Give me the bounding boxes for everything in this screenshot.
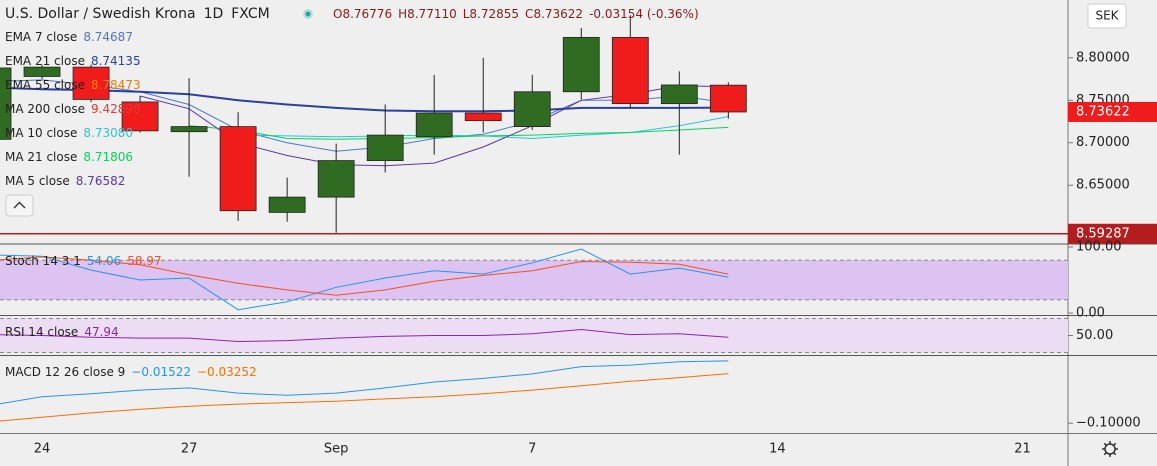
indicator-line [0, 86, 729, 113]
legend-entry: EMA 21 close 8.74135 [5, 54, 141, 68]
y-tick-label: −0.10000 [1076, 416, 1141, 431]
x-tick-label: 24 [34, 442, 51, 457]
indicator-line [189, 125, 729, 140]
price-label: 8.73622 [1076, 104, 1130, 119]
candle-body [23, 66, 61, 77]
source: FXCM [231, 6, 269, 22]
ohlc-value: 8.76776 [342, 7, 392, 21]
legend-name: EMA 21 close [5, 54, 85, 68]
legend-entry: MA 200 close 9.42898 [5, 102, 141, 116]
ohlc-value: 8.73622 [533, 7, 583, 21]
legend-value: 58.97 [127, 254, 161, 268]
indicator-line [0, 328, 729, 343]
legend-entry: RSI 14 close 47.94 [5, 325, 119, 339]
candle-body [611, 36, 649, 105]
x-tick-label: Sep [324, 442, 349, 457]
legend-value: 8.73080 [83, 126, 133, 140]
legend-value: 8.71806 [83, 150, 133, 164]
x-tick-label: 7 [528, 442, 536, 457]
y-tick-label: 8.65000 [1076, 178, 1130, 193]
price-label-box [1068, 223, 1157, 244]
indicator-line [0, 360, 729, 405]
labels: U.S. Dollar / Swedish Krona 1D FXCM O8.767… [5, 3, 1157, 457]
change: -0.03154 (-0.36%) [589, 7, 699, 21]
legend-entry: EMA 55 close 8.78473 [5, 78, 141, 92]
legend-value: 9.42898 [91, 102, 141, 116]
legend-name: RSI 14 close [5, 325, 78, 339]
candle-body [660, 84, 698, 105]
collapse-icon[interactable] [13, 201, 26, 209]
candle-body [709, 84, 747, 113]
y-tick-label: 50.00 [1076, 328, 1113, 343]
legend-value: 8.74135 [91, 54, 141, 68]
indicator-line [0, 79, 729, 152]
candle-body [0, 67, 12, 140]
candle-body [317, 160, 355, 198]
candle-body [366, 134, 404, 161]
settings-icon[interactable] [1102, 441, 1118, 457]
x-tick-label: 27 [181, 442, 198, 457]
y-tick-label: 100.00 [1076, 239, 1122, 254]
price-label: 8.59287 [1076, 226, 1130, 241]
ohlc-letter: L [463, 7, 470, 21]
legend-entry: MA 5 close 8.76582 [5, 174, 125, 188]
legend-value: 8.74687 [83, 30, 133, 44]
legend-name: MA 21 close [5, 150, 77, 164]
ohlc-letter: O [333, 7, 342, 21]
legend-name: EMA 55 close [5, 78, 85, 92]
legend-name: MA 10 close [5, 126, 77, 140]
status-dot [305, 11, 311, 17]
x-tick-label: 14 [769, 442, 786, 457]
candle-body [513, 91, 551, 127]
candle-body [121, 101, 159, 132]
interval: 1D [204, 6, 224, 22]
legend-name: MA 5 close [5, 174, 70, 188]
legend-value: 54.06 [87, 254, 121, 268]
indicator-line [0, 373, 729, 422]
legend-entry: Stoch 14 3 1 54.06 58.97 [5, 254, 162, 268]
candle-body [464, 112, 502, 122]
legend-value: −0.03252 [197, 365, 257, 379]
price-label-box [1068, 101, 1157, 122]
candle-body [562, 36, 600, 93]
y-tick-label: 8.70000 [1076, 135, 1130, 150]
candle-body [72, 66, 110, 100]
candle-body [415, 112, 453, 138]
legend-value: 47.94 [84, 325, 118, 339]
indicator-line [0, 256, 729, 296]
legend-entry: MACD 12 26 close 9 −0.01522 −0.03252 [5, 365, 257, 379]
ohlc-letter: C [525, 7, 533, 21]
ohlc-letter: H [398, 7, 407, 21]
legend-value: 8.78473 [91, 78, 141, 92]
legend-name: MACD 12 26 close 9 [5, 365, 125, 379]
legend-value: −0.01522 [131, 365, 191, 379]
header: U.S. Dollar / Swedish Krona 1D FXCM [5, 6, 270, 22]
band-fill [0, 318, 1068, 353]
x-tick-label: 21 [1014, 442, 1031, 457]
legend-name: MA 200 close [5, 102, 85, 116]
ohlc-value: 8.72855 [469, 7, 519, 21]
band-fill [0, 260, 1068, 300]
candle-body [170, 126, 208, 133]
legend-name: EMA 7 close [5, 30, 77, 44]
legend-entry: EMA 7 close 8.74687 [5, 30, 133, 44]
marks [0, 15, 1073, 424]
legend-name: Stoch 14 3 1 [5, 254, 81, 268]
candle-body [219, 126, 257, 212]
ohlc: O8.76776 H8.77110 L8.72855 C8.73622 -0.03154… [333, 7, 699, 21]
legend-entry: MA 10 close 8.73080 [5, 126, 133, 140]
legend-entry: MA 21 close 8.71806 [5, 150, 133, 164]
ohlc-value: 8.77110 [407, 7, 457, 21]
candle-body [268, 196, 306, 213]
legend-value: 8.76582 [76, 174, 126, 188]
y-tick-label: 0.00 [1076, 306, 1105, 321]
currency-box[interactable] [1087, 3, 1127, 29]
currency[interactable]: SEK [1095, 9, 1119, 23]
symbol-name: U.S. Dollar / Swedish Krona [5, 6, 196, 22]
y-tick-label: 8.80000 [1076, 50, 1130, 65]
collapse-button[interactable] [5, 194, 34, 217]
